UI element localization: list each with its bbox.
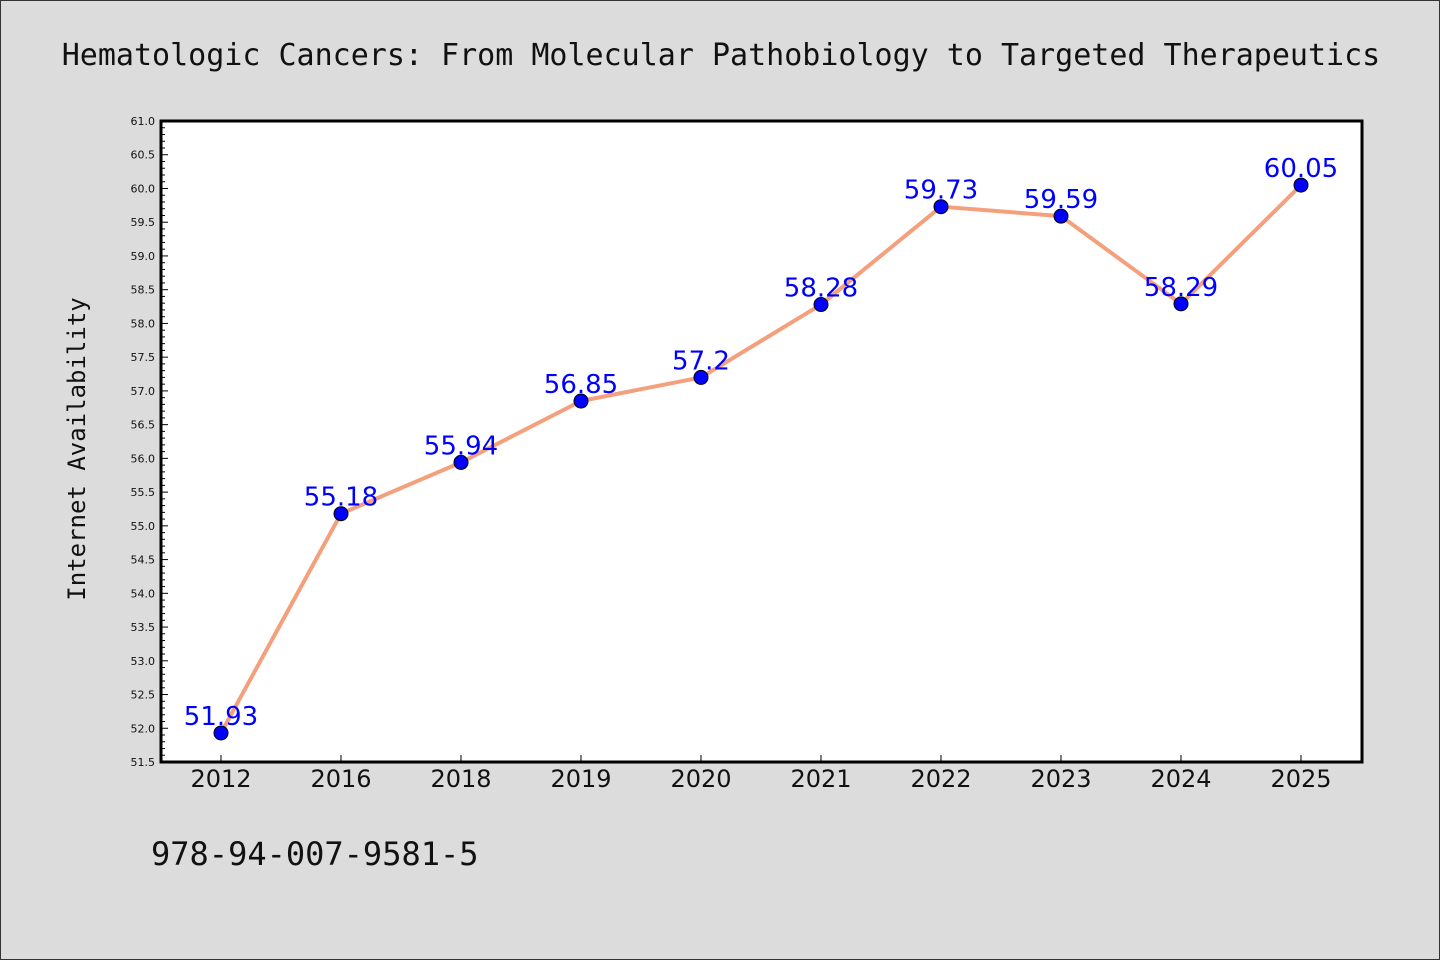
data-point	[693, 369, 709, 385]
y-tick-label: 60.5	[131, 149, 156, 162]
y-tick-label: 56.0	[131, 452, 156, 465]
y-tick-label: 53.5	[131, 621, 156, 634]
y-tick-label: 61.0	[131, 115, 156, 128]
y-tick-label: 58.0	[131, 317, 156, 330]
data-point	[213, 725, 229, 741]
y-tick-label: 55.5	[131, 486, 156, 499]
data-point	[813, 297, 829, 313]
y-tick-label: 53.0	[131, 655, 156, 668]
footer-isbn: 978-94-007-9581-5	[151, 835, 479, 873]
y-tick-label: 54.0	[131, 587, 156, 600]
y-tick-label: 59.5	[131, 216, 156, 229]
y-tick-label: 60.0	[131, 182, 156, 195]
data-point	[1173, 296, 1189, 312]
x-axis-ticks: 2012 2016 2018 2019 2020 2021 2022 2023 2024 2025	[190, 755, 1332, 793]
x-tick-label: 2022	[910, 765, 971, 793]
data-label: 60.05	[1264, 154, 1338, 184]
y-tick-label: 59.0	[131, 250, 156, 263]
data-label: 59.73	[904, 176, 978, 206]
data-point	[453, 454, 469, 470]
data-point	[933, 199, 949, 215]
y-tick-label: 57.0	[131, 385, 156, 398]
series-line	[219, 183, 1303, 735]
x-tick-label: 2012	[190, 765, 251, 793]
data-label: 59.59	[1024, 185, 1098, 215]
y-axis-ticks: 51.5 52.0 52.5 53.0 53.5 54.0 54.5 55.0 55.5 56.0…	[131, 115, 168, 769]
plot-area	[159, 119, 1364, 764]
data-label: 58.29	[1144, 273, 1218, 303]
x-tick-label: 2020	[670, 765, 731, 793]
y-tick-label: 57.5	[131, 351, 156, 364]
y-tick-label: 55.0	[131, 520, 156, 533]
series-line-group	[219, 183, 1303, 735]
data-label: 56.85	[544, 370, 618, 400]
x-tick-label: 2021	[790, 765, 851, 793]
x-tick-label: 2016	[310, 765, 371, 793]
data-label: 55.18	[304, 483, 378, 513]
x-tick-label: 2019	[550, 765, 611, 793]
data-markers	[213, 177, 1309, 741]
data-point	[1053, 208, 1069, 224]
data-labels: 51.93 55.18 55.94 56.85 57.2 58.28 59.73 59.59 5…	[184, 154, 1338, 732]
chart-title: Hematologic Cancers: From Molecular Path…	[62, 38, 1381, 73]
x-tick-label: 2024	[1150, 765, 1211, 793]
x-tick-label: 2018	[430, 765, 491, 793]
data-label: 57.2	[672, 346, 730, 376]
y-tick-label: 56.5	[131, 419, 156, 432]
y-tick-label: 51.5	[131, 756, 156, 769]
data-point	[573, 393, 589, 409]
x-tick-label: 2023	[1030, 765, 1091, 793]
x-tick-label: 2025	[1270, 765, 1331, 793]
data-label: 55.94	[424, 431, 498, 461]
y-tick-label: 52.0	[131, 722, 156, 735]
data-label: 58.28	[784, 274, 858, 304]
data-point	[1293, 177, 1309, 193]
data-point	[333, 506, 349, 522]
data-label: 51.93	[184, 702, 258, 732]
y-tick-label: 52.5	[131, 689, 156, 702]
y-axis-label: Internet Availability	[63, 297, 91, 600]
y-tick-label: 58.5	[131, 284, 156, 297]
y-tick-label: 54.5	[131, 554, 156, 567]
